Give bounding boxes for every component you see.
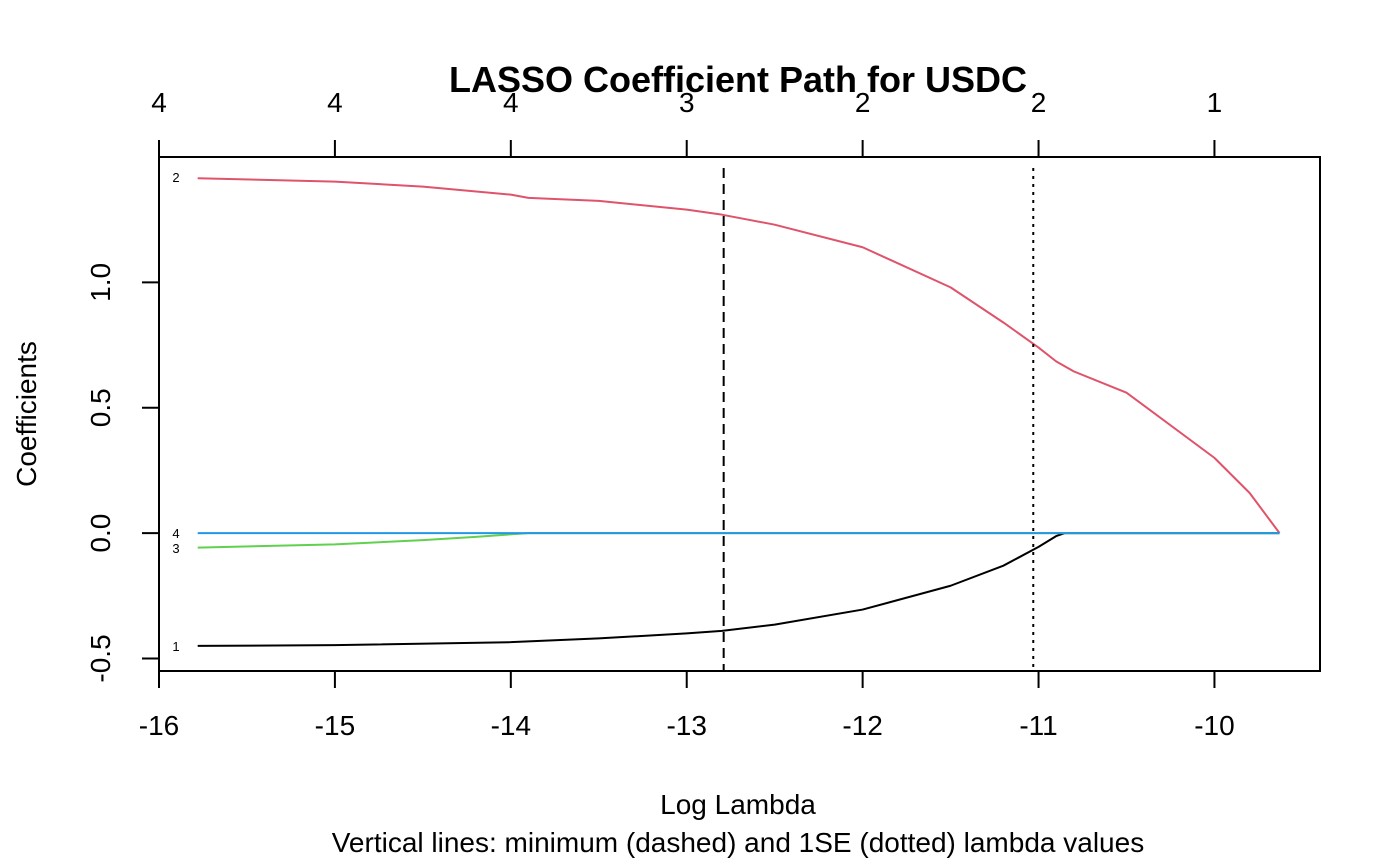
series-label-1: 1 [172,639,179,654]
top-tick-label: 4 [151,87,167,118]
x-tick-label: -15 [315,710,355,741]
top-tick-label: 4 [503,87,519,118]
x-tick-label: -10 [1194,710,1234,741]
top-tick-label: 1 [1207,87,1223,118]
series-lines [197,177,1281,647]
plot-frame [158,156,1321,672]
lambda-reference-lines [722,168,1035,670]
top-tick-label: 2 [855,87,871,118]
top-tick-label: 2 [1031,87,1047,118]
x-axis-label: Log Lambda [660,789,816,820]
series-label-2: 2 [172,170,179,185]
y-tick-label: -0.5 [85,634,116,682]
series-label-3: 3 [172,541,179,556]
coefficient-line-1 [197,532,1280,647]
x-tick-label: -11 [1019,710,1057,741]
top-axis: 4 4 4 3 2 2 1 [151,87,1223,158]
series-label-4: 4 [172,526,179,541]
y-tick-label: 0.5 [85,388,116,427]
coefficient-line-3 [197,532,1280,549]
x-tick-label: -16 [139,710,179,741]
series-labels: 1 2 34 [172,170,179,654]
x-tick-label: -12 [842,710,882,741]
top-tick-label: 4 [327,87,343,118]
y-tick-label: 1.0 [85,263,116,302]
chart-title: LASSO Coefficient Path for USDC [449,59,1027,100]
chart-subtitle: Vertical lines: minimum (dashed) and 1SE… [332,827,1144,858]
y-axis-label: Coefficients [11,341,42,487]
top-tick-label: 3 [679,87,695,118]
x-axis: -16 -15 -14 -13 -12 -11 -10 [139,670,1235,741]
y-axis: -0.5 0.0 0.5 1.0 [85,263,160,683]
coefficient-line-2 [197,177,1281,534]
x-tick-label: -13 [666,710,706,741]
y-tick-label: 0.0 [85,514,116,553]
x-tick-label: -14 [491,710,531,741]
